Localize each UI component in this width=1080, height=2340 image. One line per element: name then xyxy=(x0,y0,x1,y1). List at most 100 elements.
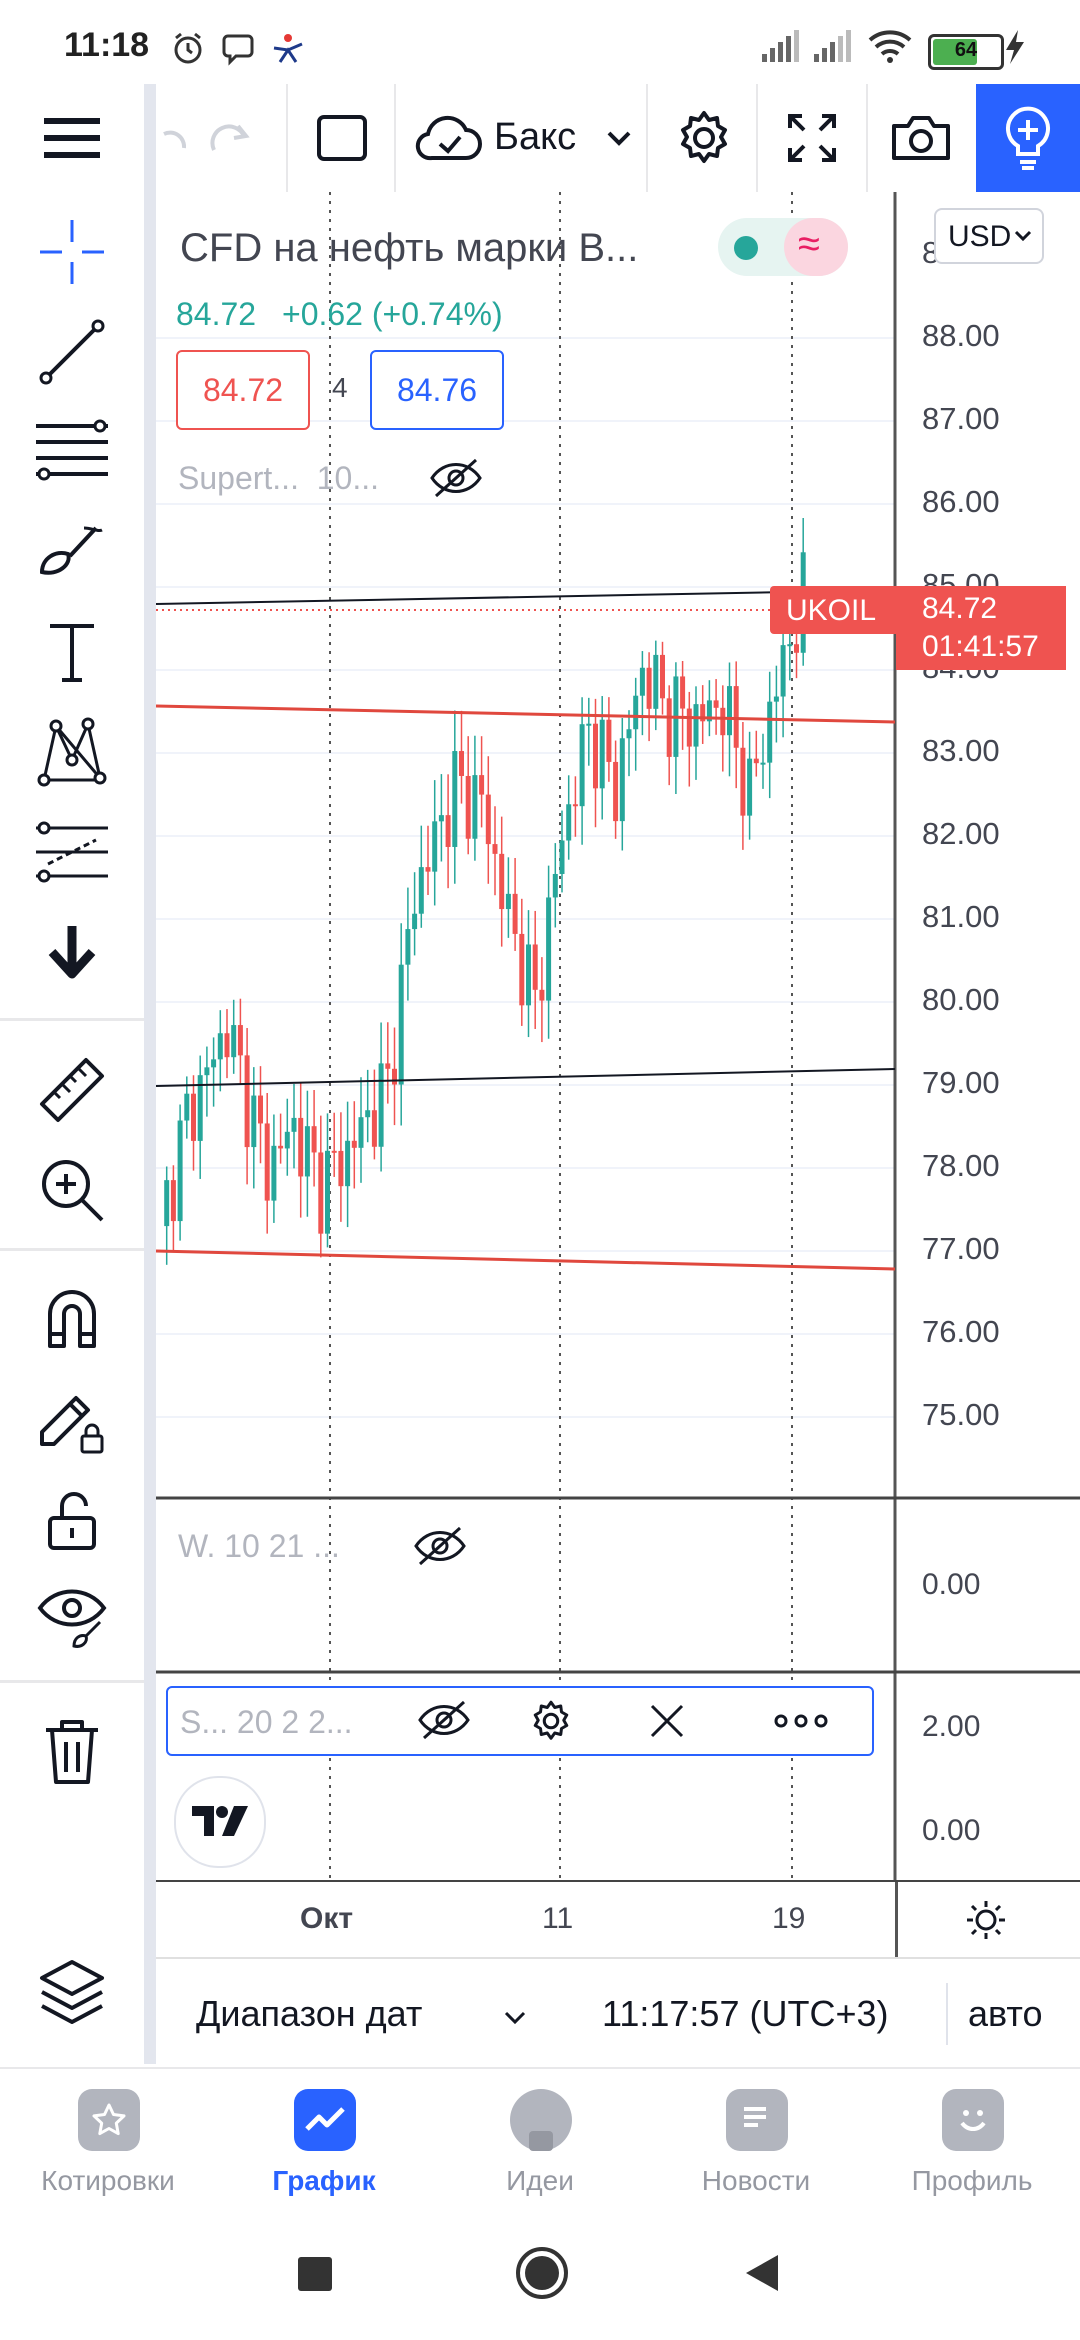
visibility-icon[interactable] xyxy=(36,1580,108,1652)
bid-price: 84.72 xyxy=(202,372,284,408)
tab-ideas-label: Идеи xyxy=(506,2165,574,2196)
star-icon xyxy=(78,2089,140,2151)
tab-profile-label: Профиль xyxy=(911,2165,1033,2196)
delayed-data-icon: ≈ xyxy=(784,218,848,276)
price-axis-label: 75.00 xyxy=(922,1397,1000,1432)
tradingview-logo-icon xyxy=(192,1806,248,1836)
price-axis-label: 88.00 xyxy=(922,318,1000,353)
date-range-button[interactable]: Диапазон дат xyxy=(196,1959,526,2069)
close-icon[interactable] xyxy=(648,1702,686,1740)
more-icon[interactable] xyxy=(774,1714,828,1728)
alarm-icon xyxy=(174,32,202,64)
magnet-icon[interactable] xyxy=(36,1284,108,1356)
chevron-down-icon xyxy=(504,2011,526,2025)
price-axis-label: 79.00 xyxy=(922,1065,1000,1100)
text-tool-icon[interactable] xyxy=(36,616,108,688)
charging-icon xyxy=(1006,30,1024,64)
current-price-badge: 84.72 01:41:57 xyxy=(896,586,1066,670)
publish-idea-button[interactable] xyxy=(976,84,1080,192)
red-trend-line-upper[interactable] xyxy=(156,704,896,724)
tab-news[interactable]: Новости xyxy=(648,2069,864,2209)
tab-chart[interactable]: График xyxy=(216,2069,432,2209)
currency-selector[interactable]: USD xyxy=(934,208,1044,264)
red-trend-line-lower[interactable] xyxy=(156,1249,896,1271)
arrow-down-icon[interactable] xyxy=(36,916,108,988)
chart-area[interactable]: 88.00 87.00 86.00 83.00 82.00 81.00 80.00 79.00… xyxy=(156,192,1080,1957)
trash-icon[interactable] xyxy=(36,1716,108,1788)
instrument-title[interactable]: CFD на нефть марки B... xyxy=(180,226,639,270)
undo-icon[interactable] xyxy=(160,118,186,158)
price-change: +0.62 (+0.74%) xyxy=(282,296,503,332)
pane3-indicator-label: S... 20 2 2... xyxy=(180,1704,353,1740)
symbol-selector[interactable]: Бакс xyxy=(396,84,646,192)
cloud-icon xyxy=(415,115,482,161)
eye-hidden-icon[interactable] xyxy=(416,1698,472,1742)
range-bar: Диапазон дат 11:17:57 (UTC+3) авто xyxy=(156,1957,1080,2069)
layers-icon[interactable] xyxy=(36,1956,108,2028)
screenshot-button[interactable] xyxy=(868,84,976,192)
tab-news-label: Новости xyxy=(701,2165,811,2196)
brightness-icon[interactable] xyxy=(966,1900,1006,1940)
top-toolbar: Бакс xyxy=(0,84,1080,194)
fib-retracement-icon[interactable] xyxy=(36,416,108,488)
pane2-axis-value: 0.00 xyxy=(922,1568,981,1601)
price-axis-label: 78.00 xyxy=(922,1148,1000,1183)
price-axis-label: 80.00 xyxy=(922,982,1000,1017)
gear-icon xyxy=(681,111,727,163)
prediction-icon[interactable] xyxy=(36,816,108,888)
unlock-icon[interactable] xyxy=(36,1484,108,1556)
menu-icon xyxy=(44,118,100,158)
date-range-label: Диапазон дат xyxy=(196,1993,423,2034)
price-axis-label: 76.00 xyxy=(922,1314,1000,1349)
news-icon xyxy=(726,2089,788,2151)
lock-drawing-icon[interactable] xyxy=(36,1384,108,1456)
auto-scale-button[interactable]: авто xyxy=(968,1993,1043,2034)
status-time: 11:18 xyxy=(64,26,150,64)
pattern-icon[interactable] xyxy=(36,716,108,788)
chart-legend: CFD на нефть марки B... ≈ 84.72 +0.62 (+… xyxy=(156,206,886,656)
time-label-oct: Окт xyxy=(300,1902,354,1935)
crosshair-icon[interactable] xyxy=(36,216,108,288)
redo-icon[interactable] xyxy=(210,118,254,158)
market-status-pill[interactable]: ≈ xyxy=(718,218,848,276)
selected-indicator-bar[interactable]: S... 20 2 2... xyxy=(166,1686,874,1756)
pane2-indicator-label[interactable]: W. 10 21 ... xyxy=(178,1528,340,1564)
chevron-down-icon xyxy=(1014,230,1032,242)
fullscreen-button[interactable] xyxy=(758,84,866,192)
lower-trend-line[interactable] xyxy=(156,1068,896,1087)
menu-button[interactable] xyxy=(0,84,144,192)
price-axis-label: 77.00 xyxy=(922,1231,1000,1266)
time-axis[interactable]: Окт 11 19 xyxy=(156,1880,1080,1959)
eye-hidden-icon[interactable] xyxy=(412,1524,468,1568)
time-label-11: 11 xyxy=(542,1902,574,1935)
buy-button[interactable]: 84.76 xyxy=(370,350,504,430)
recents-icon[interactable] xyxy=(298,2257,332,2291)
sell-button[interactable]: 84.72 xyxy=(176,350,310,430)
battery-level: 64 xyxy=(954,39,978,61)
indicator-label[interactable]: Supert... 10... xyxy=(178,460,379,496)
chart-type-button[interactable] xyxy=(288,84,394,192)
chart-icon xyxy=(294,2089,356,2151)
market-open-dot xyxy=(734,236,758,260)
back-icon[interactable] xyxy=(744,2253,780,2293)
tab-quotes[interactable]: Котировки xyxy=(0,2069,216,2209)
wifi-icon xyxy=(868,30,912,63)
signal-2-icon xyxy=(814,30,851,62)
brush-icon[interactable] xyxy=(36,516,108,588)
tradingview-logo[interactable] xyxy=(174,1776,266,1868)
home-icon[interactable] xyxy=(514,2245,570,2301)
ruler-icon[interactable] xyxy=(36,1054,108,1126)
tab-ideas[interactable]: Идеи xyxy=(432,2069,648,2209)
gear-icon[interactable] xyxy=(530,1700,572,1742)
viber-icon xyxy=(222,34,254,66)
zoom-in-icon[interactable] xyxy=(36,1154,108,1226)
currency-label: USD xyxy=(948,220,1012,253)
app-notification-icon xyxy=(273,34,303,63)
timezone-clock[interactable]: 11:17:57 (UTC+3) xyxy=(602,1993,889,2034)
settings-button[interactable] xyxy=(648,84,756,192)
eye-hidden-icon[interactable] xyxy=(428,456,484,500)
candlestick-series xyxy=(164,517,806,1265)
trend-line-icon[interactable] xyxy=(36,316,108,388)
tab-profile[interactable]: Профиль xyxy=(864,2069,1080,2209)
lightbulb-icon xyxy=(510,2089,572,2151)
